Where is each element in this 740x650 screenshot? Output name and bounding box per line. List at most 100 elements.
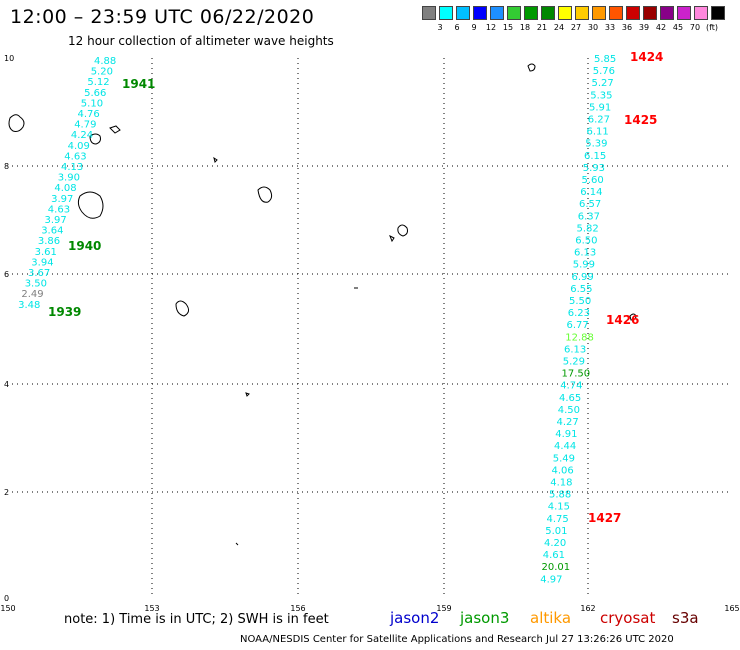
scale-label: 15 xyxy=(502,23,514,32)
island-outline xyxy=(235,542,239,546)
pass-time-label: 1941 xyxy=(122,77,155,91)
scale-swatch xyxy=(558,6,572,20)
pass-time-label: 1940 xyxy=(68,239,101,253)
wave-height-value: 4.88 xyxy=(94,56,116,67)
scale-swatch xyxy=(609,6,623,20)
scale-swatch xyxy=(575,6,589,20)
wave-height-value: 4.09 xyxy=(68,141,90,152)
satellite-label-altika: altika xyxy=(530,609,572,627)
wave-height-value: 5.82 xyxy=(577,223,599,234)
pass-time-label: 1939 xyxy=(48,305,81,319)
satellite-label-jason2: jason2 xyxy=(390,609,440,627)
coastlines xyxy=(8,63,637,546)
wave-height-value: 6.11 xyxy=(587,127,609,138)
island-outline xyxy=(245,392,250,397)
wave-height-value: 5.93 xyxy=(583,163,605,174)
wave-height-value: 6.14 xyxy=(580,187,602,198)
wave-height-value: 5.91 xyxy=(589,102,611,113)
island-outline xyxy=(175,300,190,317)
wave-height-value: 3.97 xyxy=(45,215,67,226)
pass-time-label: 1426 xyxy=(606,313,639,327)
wave-height-value: 4.27 xyxy=(557,417,579,428)
scale-swatch xyxy=(660,6,674,20)
scale-label: 27 xyxy=(570,23,582,32)
wave-height-value: 4.65 xyxy=(559,393,581,404)
scale-swatch xyxy=(541,6,555,20)
scale-label: 39 xyxy=(638,23,650,32)
wave-height-value: 5.35 xyxy=(590,90,612,101)
wave-height-value: 6.23 xyxy=(568,308,590,319)
wave-height-value: 3.64 xyxy=(41,226,63,237)
scale-swatch xyxy=(473,6,487,20)
scale-label: 33 xyxy=(604,23,616,32)
scale-swatch xyxy=(694,6,708,20)
island-outline xyxy=(8,114,25,132)
wave-height-value: 6.57 xyxy=(579,199,601,210)
map-title: 12:00 – 23:59 UTC 06/22/2020 xyxy=(10,6,315,28)
scale-swatch xyxy=(524,6,538,20)
scale-label: 30 xyxy=(587,23,599,32)
wave-height-value: 5.49 xyxy=(553,453,575,464)
wave-height-value: 3.94 xyxy=(31,257,53,268)
y-tick-label: 6 xyxy=(4,270,9,279)
wave-height-value: 4.06 xyxy=(552,465,574,476)
wave-height-value: 20.01 xyxy=(542,562,571,573)
scale-label: 12 xyxy=(485,23,497,32)
wave-height-value: 6.50 xyxy=(575,236,597,247)
satellite-label-jason3: jason3 xyxy=(460,609,510,627)
wave-height-value: 4.08 xyxy=(54,183,76,194)
footer-credit: NOAA/NESDIS Center for Satellite Applica… xyxy=(240,634,674,645)
wave-height-value: 4.63 xyxy=(48,204,70,215)
scale-swatch xyxy=(490,6,504,20)
x-tick-label: 165 xyxy=(724,604,739,613)
wave-height-value: 5.85 xyxy=(594,54,616,65)
wave-height-value: 5.66 xyxy=(84,88,106,99)
wave-height-value: 4.61 xyxy=(543,550,565,561)
scale-swatch xyxy=(507,6,521,20)
wave-height-value: 5.12 xyxy=(87,77,109,88)
y-tick-label: 0 xyxy=(4,594,9,603)
grid-lines xyxy=(12,58,732,598)
wave-height-value: 6.13 xyxy=(574,248,596,259)
wave-height-value: 17.50 xyxy=(562,369,591,380)
scale-swatch xyxy=(439,6,453,20)
wave-height-value: 5.50 xyxy=(569,296,591,307)
wave-height-value: 5.76 xyxy=(593,66,615,77)
wave-height-value: 4.76 xyxy=(78,109,100,120)
x-tick-label: 162 xyxy=(580,604,595,613)
wave-height-value: 4.79 xyxy=(74,120,96,131)
pass-time-label: 1424 xyxy=(630,50,663,64)
wave-height-value: 4.24 xyxy=(71,130,93,141)
island-outline xyxy=(213,156,218,163)
scale-label: 3 xyxy=(437,23,443,32)
wave-height-value: 4.13 xyxy=(61,162,83,173)
wave-height-value: 4.75 xyxy=(547,514,569,525)
x-tick-label: 150 xyxy=(0,604,15,613)
wave-height-value: 5.10 xyxy=(81,98,103,109)
wave-height-value: 6.55 xyxy=(570,284,592,295)
wave-height-value: 6.37 xyxy=(578,211,600,222)
island-outline xyxy=(89,133,101,145)
island-outline xyxy=(257,186,273,203)
wave-height-value: 6.77 xyxy=(567,320,589,331)
wave-height-value: 5.60 xyxy=(582,175,604,186)
island-outline xyxy=(109,125,121,134)
pass-time-label: 1427 xyxy=(588,511,621,525)
y-tick-label: 10 xyxy=(4,54,14,63)
wave-height-value: 4.97 xyxy=(540,574,562,585)
scale-label: 21 xyxy=(536,23,548,32)
wave-height-values: 4.885.205.125.665.104.764.794.244.094.63… xyxy=(18,54,616,585)
wave-height-value: 4.91 xyxy=(555,429,577,440)
scale-swatch xyxy=(422,6,436,20)
scale-label: 9 xyxy=(471,23,477,32)
wave-height-value: 5.99 xyxy=(573,260,595,271)
wave-height-value: 5.39 xyxy=(585,139,607,150)
satellite-label-cryosat: cryosat xyxy=(600,609,656,627)
wave-height-value: 3.48 xyxy=(18,300,40,311)
wave-height-value: 3.97 xyxy=(51,194,73,205)
scale-label: 18 xyxy=(519,23,531,32)
x-tick-label: 153 xyxy=(144,604,159,613)
wave-height-value: 6.27 xyxy=(588,115,610,126)
scale-label: 6 xyxy=(454,23,460,32)
pass-time-label: 1425 xyxy=(624,113,657,127)
